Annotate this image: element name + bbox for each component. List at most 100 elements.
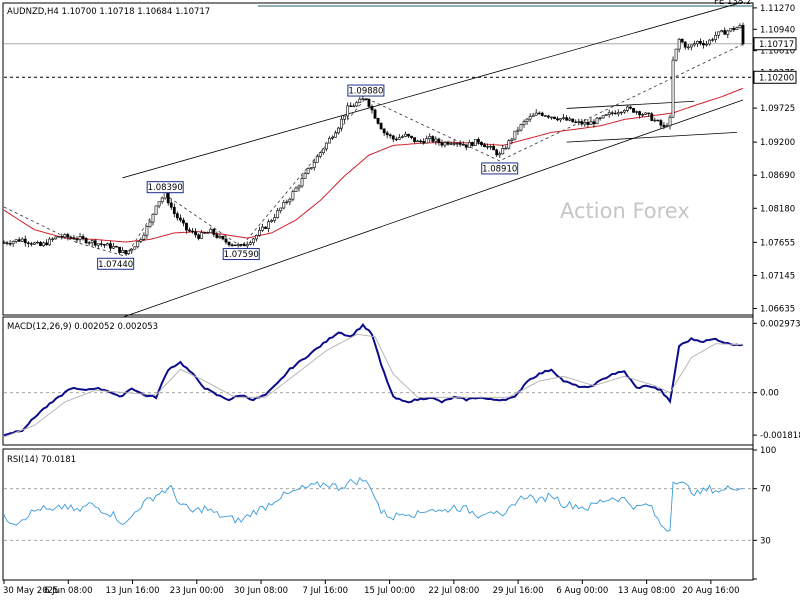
candle-body	[373, 109, 377, 119]
candle-body	[248, 242, 252, 245]
x-tick-label: 20 Aug 16:00	[682, 586, 739, 596]
candle-body	[270, 220, 274, 223]
candle-body	[711, 39, 714, 41]
candle-body	[297, 185, 301, 189]
candle-body	[416, 140, 419, 143]
candle-body	[48, 238, 52, 246]
candle-body	[11, 241, 15, 245]
candle-body	[163, 192, 167, 199]
candle-body	[84, 238, 88, 244]
candle-body	[394, 138, 398, 141]
candle-body	[112, 246, 115, 249]
price-tag: 1.10200	[759, 73, 794, 83]
candle-body	[486, 146, 489, 148]
candle-body	[589, 121, 593, 125]
candle-body	[90, 240, 94, 243]
candle-body	[626, 106, 629, 111]
candle-body	[717, 31, 721, 36]
candle-body	[720, 30, 724, 33]
candle-body	[550, 116, 553, 119]
candle-body	[559, 118, 562, 121]
candle-body	[705, 43, 708, 46]
macd-signal-line	[3, 333, 744, 438]
candle-body	[191, 230, 194, 233]
candle-body	[692, 43, 696, 46]
candle-body	[8, 243, 12, 245]
candle-body	[133, 246, 137, 250]
candle-body	[300, 178, 304, 187]
price-layer: 1.08390 1.07440 1.07590 1.09880 1.08910 FE 13…	[2, 0, 753, 318]
candle-body	[458, 142, 462, 145]
x-tick-label: 7 Jul 16:00	[303, 586, 349, 596]
candle-body	[352, 105, 356, 108]
x-tick-label: 15 Jul 00:00	[364, 586, 415, 596]
candle-body	[172, 206, 176, 214]
candle-body	[321, 148, 325, 154]
candle-body	[139, 239, 143, 242]
price-tag: 1.10717	[759, 40, 794, 50]
candle-body	[258, 229, 261, 236]
candle-body	[42, 242, 45, 246]
candle-body	[732, 28, 736, 31]
candle-body	[702, 43, 705, 46]
candle-body	[215, 234, 219, 238]
candle-body	[200, 232, 204, 239]
candle-body	[577, 121, 581, 123]
candle-body	[528, 116, 532, 120]
candle-body	[361, 98, 365, 100]
candle-body	[525, 118, 529, 122]
candle-body	[464, 144, 468, 148]
candle-body	[586, 122, 590, 125]
candle-body	[349, 105, 353, 107]
candle-body	[343, 115, 347, 120]
candle-body	[647, 112, 651, 115]
candle-body	[677, 38, 681, 50]
candle-body	[477, 139, 480, 143]
candle-body	[604, 114, 608, 116]
candle-body	[376, 118, 380, 124]
price-label: 1.07590	[224, 250, 259, 260]
candle-body	[182, 219, 185, 224]
candle-body	[592, 121, 596, 125]
candle-body	[14, 239, 18, 242]
candle-body	[440, 142, 444, 146]
x-tick-label: 22 Jul 08:00	[428, 586, 479, 596]
candle-body	[175, 213, 179, 219]
candle-body	[580, 121, 584, 125]
candle-body	[665, 125, 669, 127]
candle-body	[87, 242, 91, 244]
candle-body	[20, 238, 24, 242]
y-tick-label: 1.09200	[760, 138, 795, 148]
y-tick-label: 1.08690	[760, 171, 795, 181]
candle-body	[169, 202, 173, 208]
candle-body	[315, 156, 319, 163]
candle-body	[601, 115, 605, 119]
candle-body	[382, 128, 386, 134]
candle-body	[239, 244, 243, 246]
candle-body	[78, 236, 82, 240]
candle-body	[726, 30, 730, 35]
macd-title: MACD(12,26,9) 0.002052 0.002053	[7, 322, 158, 332]
candle-body	[33, 242, 36, 245]
y-tick-label: 1.11270	[760, 4, 795, 14]
candle-body	[653, 119, 657, 122]
candle-body	[51, 238, 55, 240]
candle-body	[355, 102, 359, 107]
candle-body	[264, 226, 267, 229]
price-label-box	[481, 162, 519, 175]
candle-body	[291, 191, 295, 200]
axis-layer: 1.112701.109401.106101.102751.097251.092…	[3, 4, 800, 596]
candle-body	[145, 226, 149, 236]
candle-body	[574, 121, 578, 124]
candle-body	[683, 41, 687, 48]
x-tick-label: 13 Jun 16:00	[106, 586, 160, 596]
candle-body	[251, 238, 255, 243]
candle-body	[45, 242, 48, 246]
candle-body	[537, 112, 541, 115]
candle-body	[370, 106, 374, 111]
candle-body	[422, 141, 426, 144]
candle-body	[99, 243, 103, 245]
fe-label: FE 138.2	[714, 0, 751, 7]
candle-body	[644, 112, 648, 115]
candle-body	[568, 118, 572, 121]
